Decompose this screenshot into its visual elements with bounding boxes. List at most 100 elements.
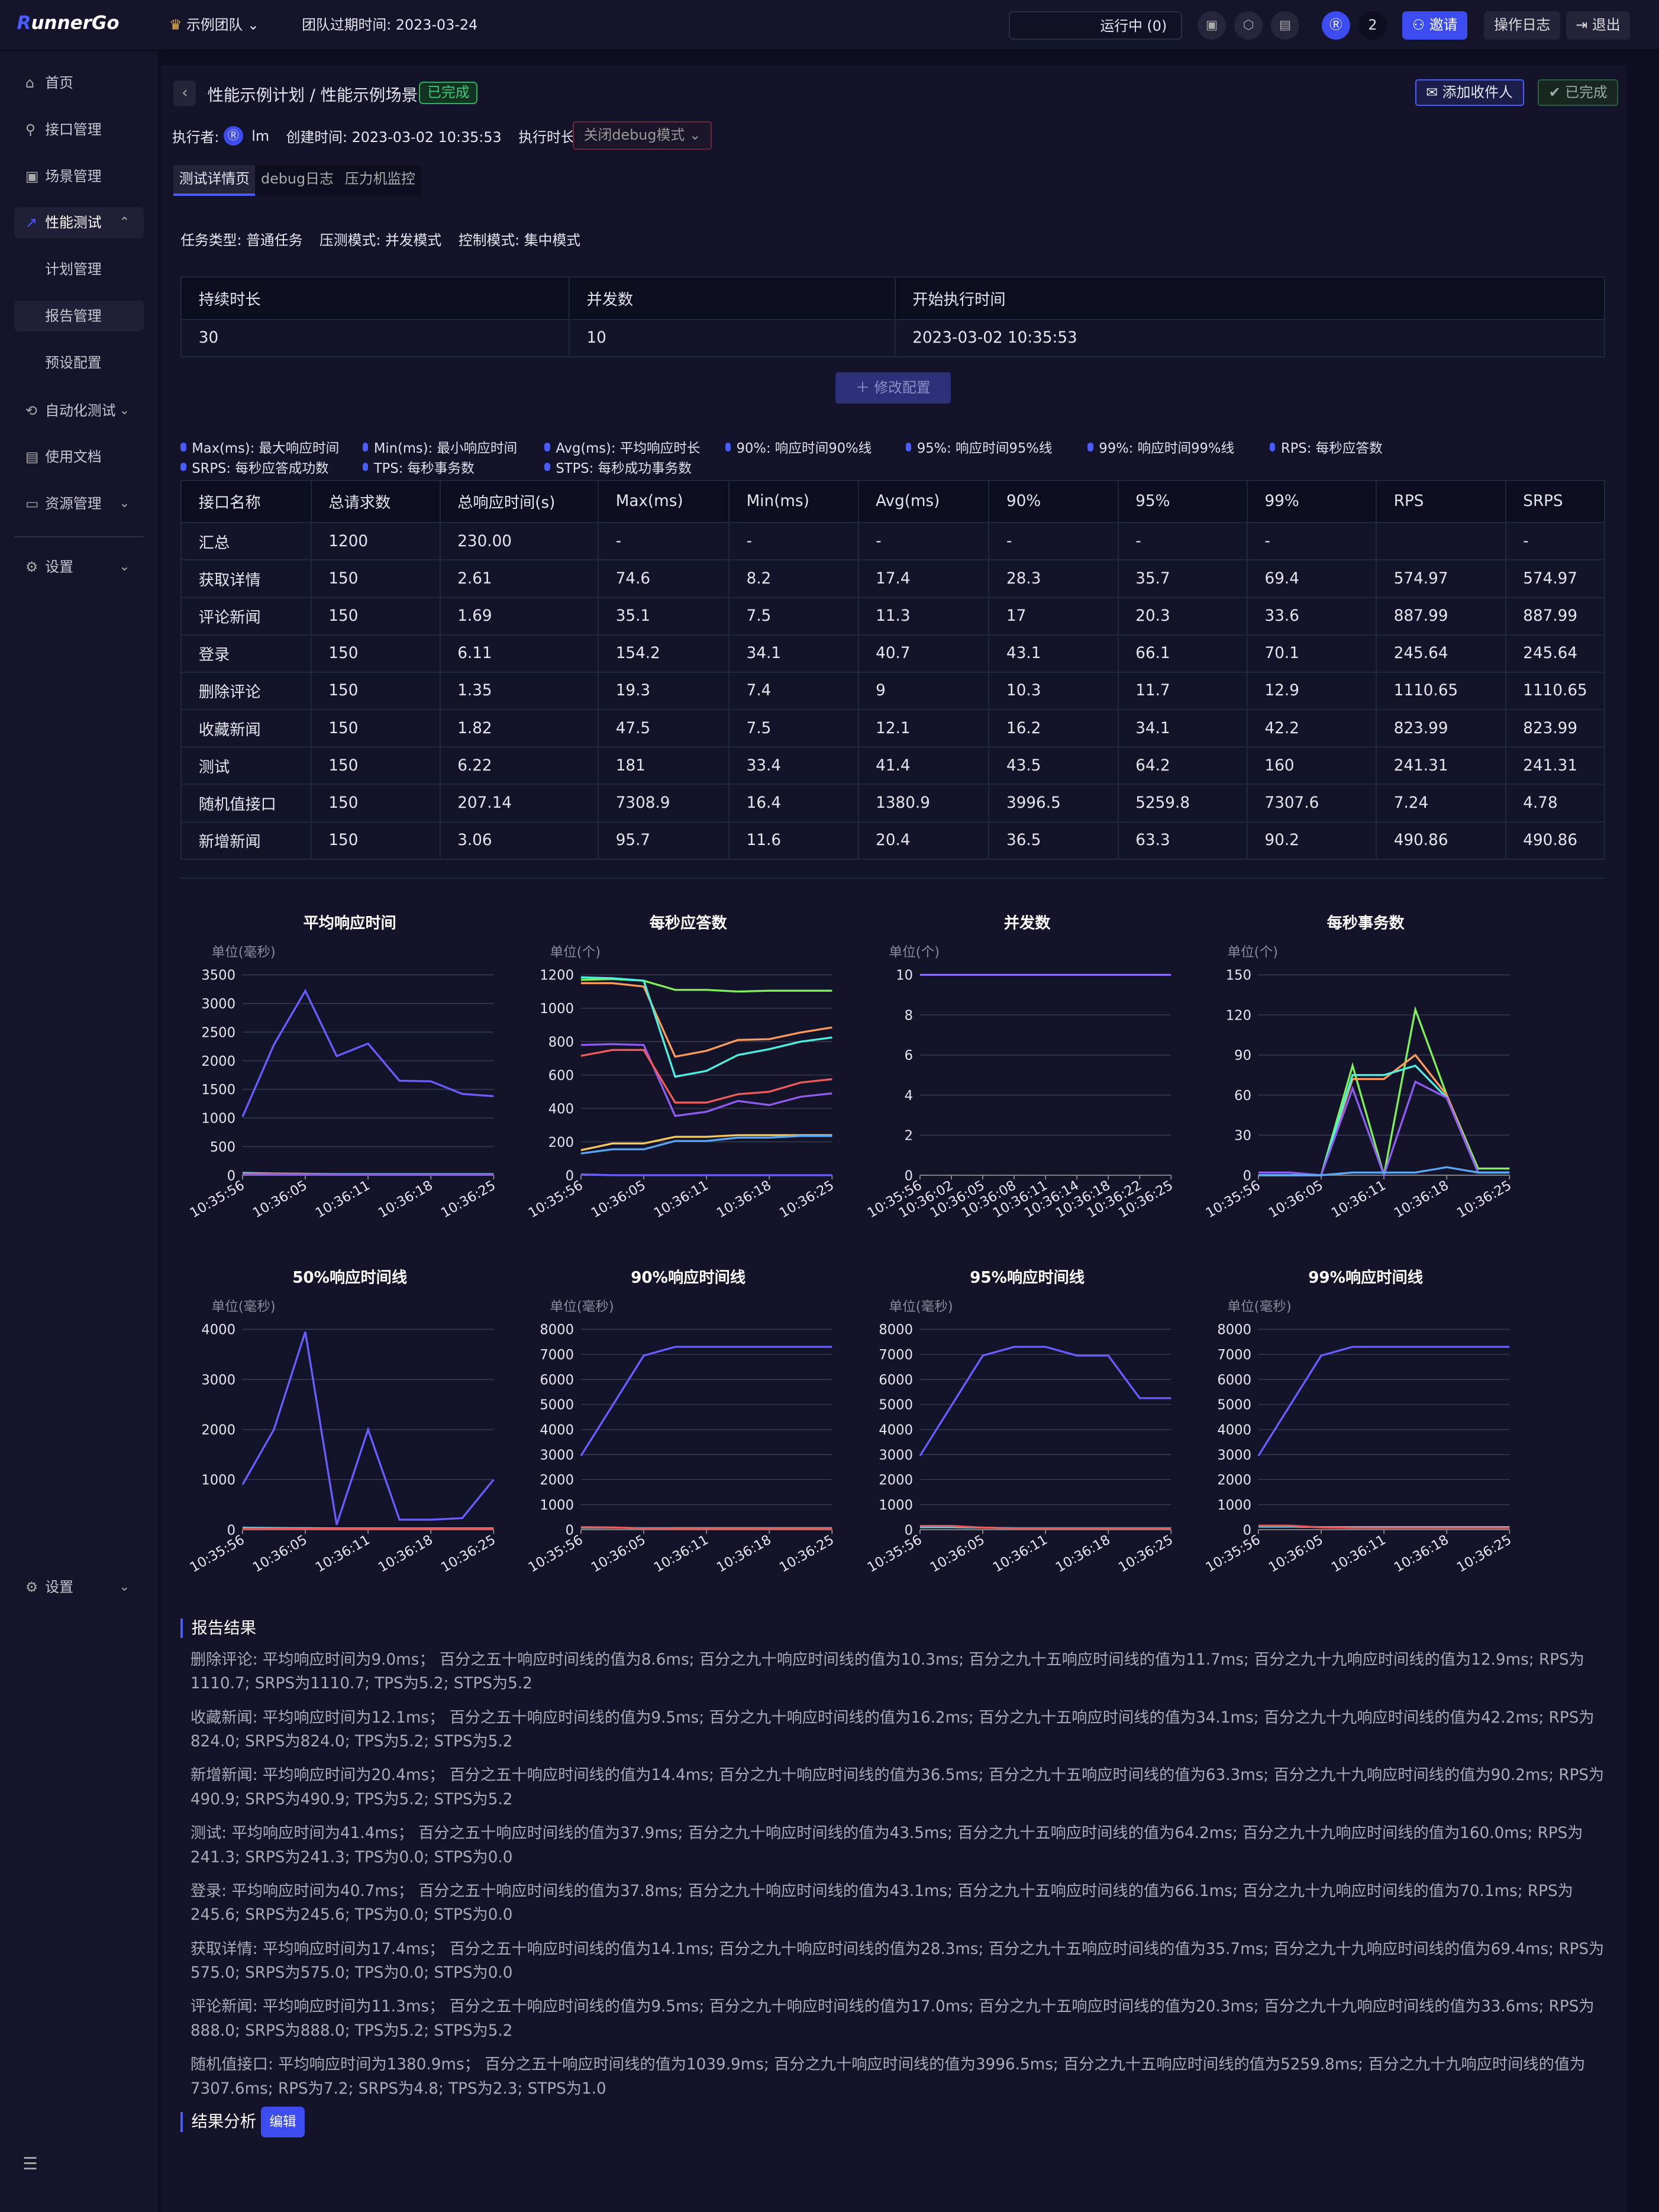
member-count[interactable]: 2 xyxy=(1358,11,1387,40)
y-tick-label: 3000 xyxy=(879,1447,913,1463)
y-tick-label: 0 xyxy=(904,1523,912,1538)
config-table: 持续时长 并发数 开始执行时间 30 10 2023-03-02 10:35:53 xyxy=(180,276,1606,358)
table-cell: - xyxy=(728,522,859,561)
scrollbar[interactable] xyxy=(1626,50,1659,2212)
back-button[interactable]: ‹ xyxy=(173,80,196,106)
modify-config-button[interactable]: ＋ 修改配置 xyxy=(835,372,951,404)
series-line-0 xyxy=(581,978,832,993)
message-icon[interactable]: ▤ xyxy=(1271,11,1300,40)
y-tick-label: 3000 xyxy=(202,997,236,1012)
y-tick-label: 6000 xyxy=(540,1372,574,1388)
config-start-time: 2023-03-02 10:35:53 xyxy=(894,318,1606,358)
sidebar-item-settings[interactable]: ⚙ 设置 ⌄ xyxy=(14,552,144,582)
series-line-2 xyxy=(581,1526,832,1530)
table-cell: 35.1 xyxy=(598,596,730,636)
x-tick-label: 10:35:56 xyxy=(526,1532,586,1575)
sidebar-item-plan-management[interactable]: 计划管理 xyxy=(14,254,144,285)
series-line-2 xyxy=(581,976,832,1078)
completed-button[interactable]: ✔ 已完成 xyxy=(1537,79,1619,106)
table-cell: 490.86 xyxy=(1376,821,1506,860)
sidebar-item-home[interactable]: ⌂ 首页 xyxy=(14,67,144,98)
series-line-0 xyxy=(580,1346,832,1456)
logout-button[interactable]: ⇥ 退出 xyxy=(1566,11,1631,40)
table-row: 测试 150 6.22 181 33.4 41.4 43.5 64.2 160 241.31 241… xyxy=(180,746,1606,785)
created-time: 创建时间: 2023-03-02 10:35:53 xyxy=(286,129,502,146)
x-tick-label: 10:35:56 xyxy=(188,1532,247,1575)
sidebar-item-automation-test[interactable]: ⟲ 自动化测试 ⌄ xyxy=(14,395,144,426)
sidebar-item-label: 资源管理 xyxy=(45,495,102,512)
table-cell: 490.86 xyxy=(1505,821,1606,860)
legend-item: 95%: 响应时间95%线 xyxy=(906,437,1053,457)
y-tick-label: 1000 xyxy=(540,1498,574,1513)
y-tick-label: 5000 xyxy=(1217,1397,1251,1413)
report-line: 随机值接口: 平均响应时间为1380.9ms； 百分之五十响应时间线的值为103… xyxy=(190,2056,1586,2098)
table-cell: 1380.9 xyxy=(857,783,990,823)
top-bar: RunnerGo ♛ 示例团队 ⌄ 团队过期时间: 2023-03-24 运行中… xyxy=(0,0,1659,51)
table-cell: 17.4 xyxy=(857,559,990,598)
logo-r: R xyxy=(17,12,31,34)
legend-item: 90%: 响应时间90%线 xyxy=(725,437,872,457)
table-cell: 150 xyxy=(310,709,441,748)
operation-log-button[interactable]: 操作日志 xyxy=(1484,11,1561,40)
column-header: 99% xyxy=(1246,479,1377,524)
tab-test-details[interactable]: 测试详情页 xyxy=(173,165,256,196)
y-tick-label: 2000 xyxy=(1217,1472,1251,1488)
sidebar-item-scene-management[interactable]: ▣ 场景管理 xyxy=(14,161,144,192)
y-tick-label: 2000 xyxy=(879,1472,913,1488)
chart-unit: 单位(个) xyxy=(1227,945,1278,960)
edit-analysis-button[interactable]: 编辑 xyxy=(261,2106,305,2138)
y-tick-label: 6000 xyxy=(879,1372,913,1388)
x-tick-label: 10:36:18 xyxy=(714,1178,774,1221)
y-tick-label: 4000 xyxy=(879,1423,913,1438)
sidebar-item-docs[interactable]: ▤ 使用文档 xyxy=(14,441,144,472)
chart-title: 90%响应时间线 xyxy=(631,1268,746,1286)
gear-icon: ⚙ xyxy=(25,1579,38,1596)
table-cell: 43.5 xyxy=(988,746,1119,785)
analysis-heading: 结果分析 xyxy=(180,2112,256,2132)
y-tick-label: 200 xyxy=(548,1135,574,1150)
table-cell: 823.99 xyxy=(1505,709,1606,748)
chevron-down-icon: ⌄ xyxy=(247,17,259,34)
add-recipient-button[interactable]: ✉ 添加收件人 xyxy=(1415,79,1524,106)
debug-mode-select[interactable]: 关闭debug模式 ⌄ xyxy=(573,121,712,150)
sidebar-item-preset-config[interactable]: 预设配置 xyxy=(14,347,144,378)
y-tick-label: 1000 xyxy=(1217,1498,1251,1513)
x-tick-label: 10:36:25 xyxy=(777,1178,837,1221)
table-cell: 删除评论 xyxy=(180,671,312,711)
table-cell: 150 xyxy=(310,559,441,598)
plugin-icon[interactable]: ⬡ xyxy=(1234,11,1263,40)
add-recipient-label: 添加收件人 xyxy=(1442,83,1513,101)
sidebar-item-report-management[interactable]: 报告管理 xyxy=(14,300,144,332)
running-status[interactable]: 运行中 (0) xyxy=(1008,11,1183,40)
table-cell: 随机值接口 xyxy=(180,783,312,823)
sidebar-item-settings-bottom[interactable]: ⚙ 设置 ⌄ xyxy=(14,1572,144,1602)
task-icon[interactable]: ▣ xyxy=(1198,11,1227,40)
tab-machine-monitor[interactable]: 压力机监控 xyxy=(344,170,415,187)
table-cell: - xyxy=(1117,522,1248,561)
y-tick-label: 5000 xyxy=(540,1397,574,1413)
x-tick-label: 10:36:25 xyxy=(777,1532,837,1575)
table-cell: 8.2 xyxy=(728,559,859,598)
sidebar-item-api-management[interactable]: ⚲ 接口管理 xyxy=(14,114,144,145)
x-tick-label: 10:36:18 xyxy=(376,1532,435,1575)
table-cell: 207.14 xyxy=(439,783,599,823)
execution-info: 执行者: Ⓡ lm 创建时间: 2023-03-02 10:35:53 执行时长… xyxy=(172,125,609,146)
tab-debug-log[interactable]: debug日志 xyxy=(261,170,334,187)
collapse-sidebar-icon[interactable]: ☰ xyxy=(22,2153,38,2174)
config-duration: 30 xyxy=(180,318,570,358)
x-tick-label: 10:36:25 xyxy=(438,1532,498,1575)
y-tick-label: 500 xyxy=(210,1140,235,1155)
invite-button[interactable]: ⚇ 邀请 xyxy=(1402,11,1468,40)
chart-title: 95%响应时间线 xyxy=(970,1268,1085,1286)
chart-unit: 单位(毫秒) xyxy=(550,1299,614,1314)
x-tick-label: 10:35:56 xyxy=(1203,1532,1263,1575)
sidebar-item-resource-management[interactable]: ▭ 资源管理 ⌄ xyxy=(14,488,144,519)
team-selector[interactable]: ♛ 示例团队 ⌄ xyxy=(169,11,259,40)
logo[interactable]: RunnerGo xyxy=(17,12,120,34)
sidebar-item-performance-test[interactable]: ↗ 性能测试 ⌃ xyxy=(14,207,144,238)
gear-icon: ⚙ xyxy=(25,559,38,576)
y-tick-label: 90 xyxy=(1234,1048,1251,1063)
report-line: 登录: 平均响应时间为40.7ms； 百分之五十响应时间线的值为37.8ms; … xyxy=(190,1882,1573,1924)
avatar[interactable]: Ⓡ xyxy=(1322,11,1350,40)
